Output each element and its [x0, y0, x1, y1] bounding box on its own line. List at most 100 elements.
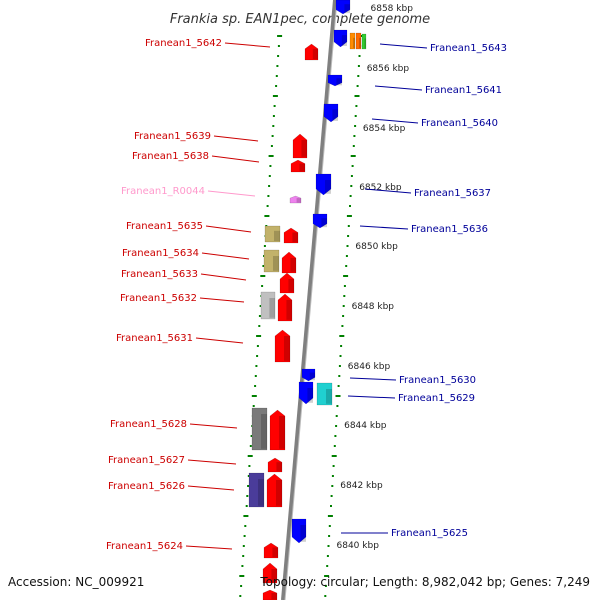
feature-5643a-shade [341, 35, 347, 46]
leader-line [200, 273, 247, 281]
right-tick [331, 455, 337, 457]
feature-5641 [327, 74, 343, 87]
gene-label-left: Franean1_5634 [122, 248, 199, 259]
gene-label-left: Franean1_5633 [121, 269, 198, 280]
right-tick [349, 205, 351, 207]
feature-5635b-shade [292, 232, 298, 243]
feature-5640-shade [332, 109, 338, 121]
left-tick [276, 65, 279, 67]
left-tick [271, 135, 274, 137]
feature-5626b [266, 473, 283, 508]
feature-5642 [304, 43, 319, 61]
leader-line [371, 118, 419, 124]
leader-line [364, 188, 412, 194]
left-tick [239, 575, 245, 577]
left-tick [268, 185, 271, 187]
feature-5626a-shade [258, 479, 264, 506]
scale-label: 6842 kbp [340, 481, 383, 491]
right-tick [324, 595, 327, 597]
left-tick [267, 195, 270, 197]
right-tick [338, 375, 341, 377]
right-tick [355, 105, 358, 107]
right-tick [326, 555, 329, 557]
left-tick [239, 595, 242, 597]
right-tick [334, 435, 337, 437]
gene-label-right: Franean1_5640 [421, 118, 498, 129]
left-tick [269, 165, 272, 167]
right-tick [330, 495, 333, 497]
right-tick [342, 305, 345, 307]
feature-5631 [274, 329, 291, 363]
gene-label-left: Franean1_5627 [108, 455, 185, 466]
right-tick [352, 145, 355, 147]
feature-5638 [290, 159, 306, 173]
right-tick [333, 445, 336, 447]
gene-label-right: Franean1_5641 [425, 85, 502, 96]
feature-5638-shade [299, 163, 305, 172]
left-tick [277, 45, 280, 47]
right-tick [347, 225, 350, 227]
scale-labels: 6858 kbp 6856 kbp 6854 kbp 6852 kbp 6850 kbp… [337, 4, 414, 551]
left-tick [277, 35, 283, 37]
feature-5630b [298, 381, 314, 405]
feature-5643c [355, 32, 362, 50]
feature-top-shade [344, 4, 350, 14]
feature-5634a-shade [273, 256, 279, 271]
accession-text: Accession: NC_009921 [8, 575, 144, 589]
left-tick [258, 325, 261, 327]
feature-5630a-shade [309, 372, 315, 381]
left-tick [245, 505, 248, 507]
feature-5643a [333, 29, 348, 48]
leader-line [359, 225, 409, 230]
gene-label-left: Franean1_5638 [132, 151, 209, 162]
left-tick [243, 515, 249, 517]
left-tick [254, 385, 257, 387]
gene-label-left: Franean1_5631 [116, 333, 193, 344]
gene-label-left: Franean1_5635 [126, 221, 203, 232]
left-tick [250, 435, 253, 437]
left-tick [247, 475, 250, 477]
right-tick [346, 215, 352, 217]
scale-label: 6848 kbp [352, 302, 395, 312]
right-tick [338, 365, 341, 367]
right-tick [347, 235, 350, 237]
gene-label-right: Franean1_5643 [430, 43, 507, 54]
right-tick [336, 405, 339, 407]
right-tick [324, 575, 330, 577]
tick-marks [239, 35, 364, 597]
left-tick [266, 205, 269, 207]
left-tick [258, 315, 261, 317]
backbone-line [281, 0, 337, 600]
right-tick [357, 75, 360, 77]
right-tick [357, 65, 360, 67]
left-tick [268, 155, 274, 157]
feature-bottom [262, 589, 278, 600]
feature-5632a-shade [269, 298, 275, 318]
feature-5624b [262, 562, 278, 584]
right-tick [354, 95, 360, 97]
feature-glyphs [248, 0, 367, 600]
gene-label-right: Franean1_5625 [391, 528, 468, 539]
feature-5624a-shade [272, 547, 278, 558]
left-tick [259, 305, 262, 307]
right-tick [327, 515, 333, 517]
left-tick [264, 215, 270, 217]
feature-5639 [292, 133, 308, 159]
left-tick [249, 445, 252, 447]
left-tick [273, 105, 276, 107]
right-tick [330, 505, 332, 507]
feature-5624b-shade [271, 569, 277, 582]
left-tick [261, 285, 264, 287]
right-tick [343, 295, 346, 297]
backbone-highlight [284, 0, 338, 600]
feature-5643d-shade [364, 38, 366, 49]
feature-5625 [291, 518, 307, 544]
backbone [281, 0, 338, 600]
leader-line [199, 297, 245, 303]
left-tick [256, 335, 262, 337]
feature-5626a [248, 472, 265, 508]
feature-5630a [301, 368, 316, 382]
feature-5624a [263, 542, 279, 559]
right-tick [328, 535, 331, 537]
right-tick [345, 255, 348, 257]
